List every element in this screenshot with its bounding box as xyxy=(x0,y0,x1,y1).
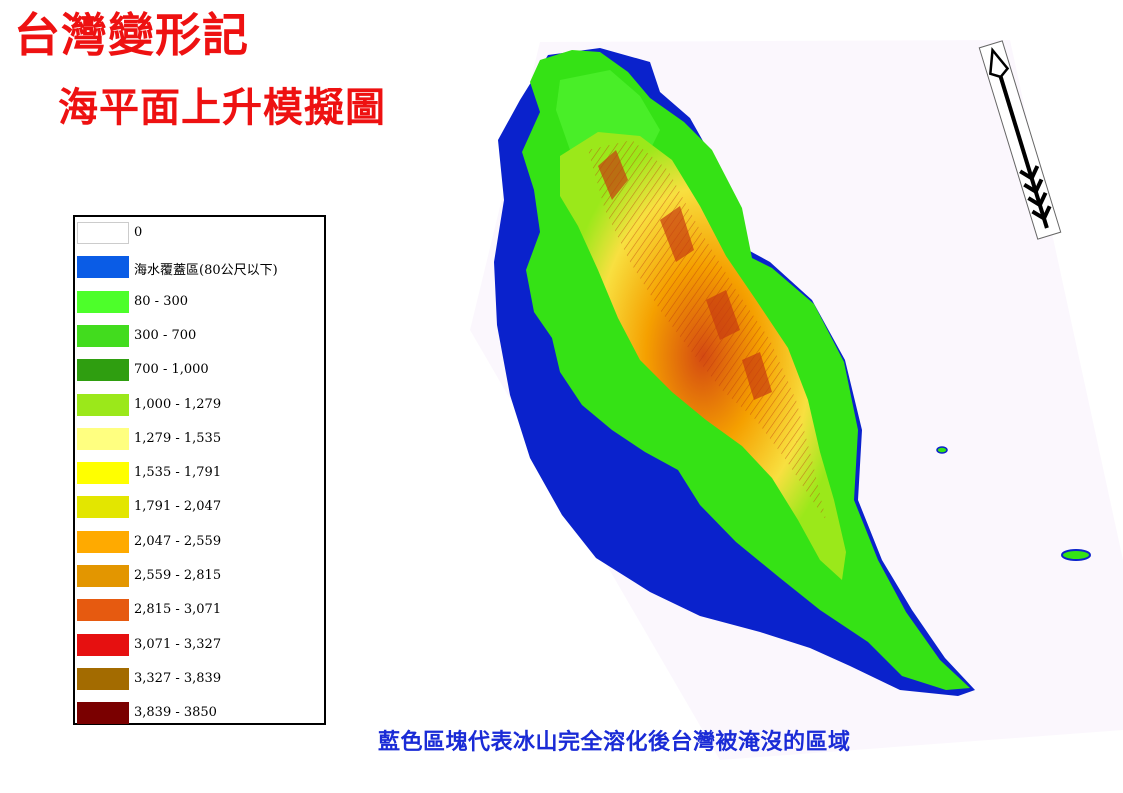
legend-swatch xyxy=(77,667,129,690)
peaks xyxy=(598,150,772,400)
legend-row: 700 - 1,000 xyxy=(75,356,324,382)
mountain-ridges xyxy=(588,140,826,520)
legend-row: 1,279 - 1,535 xyxy=(75,425,324,450)
legend-swatch xyxy=(77,599,129,622)
legend-row: 1,535 - 1,791 xyxy=(75,459,324,485)
legend-row: 3,839 - 3850 xyxy=(75,699,324,725)
legend-row: 3,327 - 3,839 xyxy=(75,665,324,690)
legend-row: 2,559 - 2,815 xyxy=(75,562,324,587)
legend-swatch xyxy=(77,565,129,587)
legend-label: 2,559 - 2,815 xyxy=(134,568,222,583)
legend-row: 300 - 700 xyxy=(75,322,324,347)
legend-swatch xyxy=(77,222,129,244)
legend-label: 0 xyxy=(134,225,143,240)
legend-label: 700 - 1,000 xyxy=(134,362,209,378)
map-legend: 0 海水覆蓋區(80公尺以下) 80 - 300 300 - 700 700 - 1,0… xyxy=(73,215,326,725)
map-caption: 藍色區塊代表冰山完全溶化後台灣被淹沒的區域 xyxy=(378,730,851,755)
legend-swatch xyxy=(77,290,129,313)
north-arrow-icon xyxy=(978,40,1062,240)
legend-label: 3,071 - 3,327 xyxy=(134,636,222,652)
legend-row: 3,071 - 3,327 xyxy=(75,631,324,656)
legend-row: 海水覆蓋區(80公尺以下) xyxy=(75,253,324,279)
legend-label: 1,535 - 1,791 xyxy=(134,465,222,481)
legend-swatch xyxy=(77,256,129,279)
legend-label: 海水覆蓋區(80公尺以下) xyxy=(134,263,278,279)
legend-label: 1,000 - 1,279 xyxy=(134,396,222,412)
legend-label: 3,839 - 3850 xyxy=(134,705,217,721)
legend-row: 1,791 - 2,047 xyxy=(75,493,324,519)
page-subtitle: 海平面上升模擬圖 xyxy=(58,85,386,131)
legend-swatch xyxy=(77,496,129,519)
legend-swatch xyxy=(77,702,129,725)
legend-label: 300 - 700 xyxy=(134,327,197,343)
legend-swatch xyxy=(77,462,129,485)
page-title: 台灣變形記 xyxy=(14,8,249,62)
legend-label: 2,047 - 2,559 xyxy=(134,533,222,549)
legend-swatch xyxy=(77,427,129,450)
island-east xyxy=(1061,549,1091,561)
legend-row: 0 xyxy=(75,219,324,244)
legend-swatch xyxy=(77,393,129,416)
legend-swatch xyxy=(77,530,129,553)
legend-label: 1,279 - 1,535 xyxy=(134,430,222,446)
legend-row: 2,047 - 2,559 xyxy=(75,528,324,553)
legend-swatch xyxy=(77,633,129,656)
legend-label: 3,327 - 3,839 xyxy=(134,670,222,686)
legend-row: 2,815 - 3,071 xyxy=(75,596,324,622)
legend-swatch xyxy=(77,324,129,347)
legend-row: 80 - 300 xyxy=(75,288,324,313)
legend-swatch xyxy=(77,359,129,382)
legend-label: 2,815 - 3,071 xyxy=(134,602,222,618)
legend-label: 1,791 - 2,047 xyxy=(134,499,222,515)
legend-row: 1,000 - 1,279 xyxy=(75,391,324,416)
legend-label: 80 - 300 xyxy=(134,293,189,309)
island-small xyxy=(936,446,948,454)
